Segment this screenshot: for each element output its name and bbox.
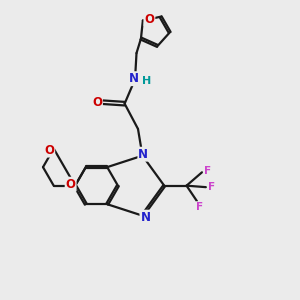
Text: F: F [196, 202, 203, 212]
Text: F: F [208, 182, 215, 192]
Text: O: O [144, 13, 154, 26]
Text: H: H [142, 76, 151, 86]
Text: O: O [66, 178, 76, 191]
Text: N: N [140, 211, 150, 224]
Text: F: F [204, 166, 211, 176]
Text: O: O [92, 96, 102, 109]
Text: N: N [138, 148, 148, 161]
Text: N: N [128, 72, 139, 85]
Text: O: O [44, 144, 54, 157]
